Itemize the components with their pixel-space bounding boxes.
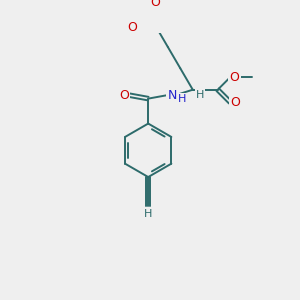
Text: O: O: [119, 88, 129, 102]
Text: O: O: [231, 96, 241, 109]
Text: H: H: [196, 90, 204, 100]
Text: O: O: [127, 21, 137, 34]
Text: H: H: [144, 208, 152, 219]
Text: O: O: [230, 71, 240, 84]
Text: N: N: [168, 88, 177, 102]
Text: O: O: [150, 0, 160, 9]
Text: H: H: [178, 94, 186, 103]
